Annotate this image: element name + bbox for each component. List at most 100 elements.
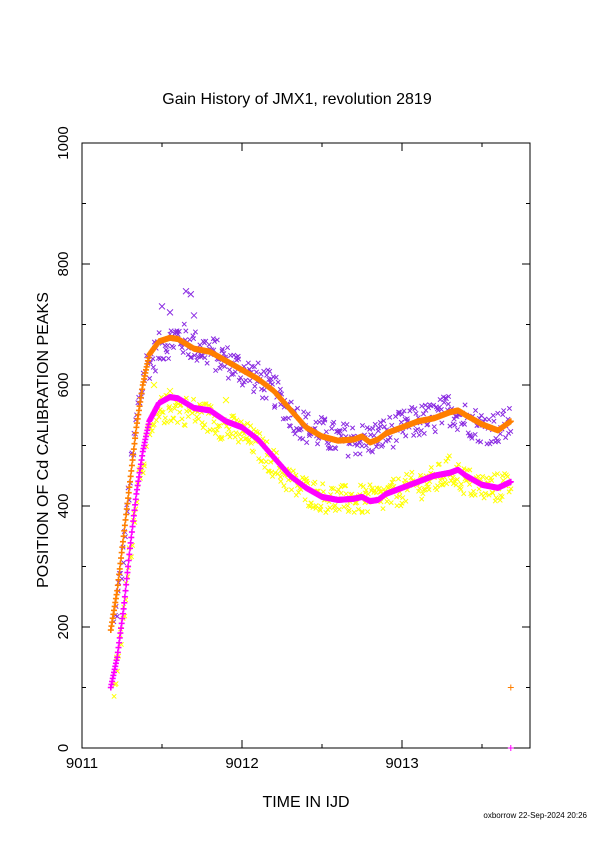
fit-point-3 [130, 518, 137, 525]
fit-point-3 [128, 534, 135, 541]
scatter-point-0 [222, 363, 228, 369]
scatter-point-1 [359, 510, 365, 516]
scatter-point-0 [243, 377, 249, 383]
scatter-point-0 [315, 441, 321, 447]
scatter-point-0 [439, 420, 445, 426]
y-axis-label: POSITION OF Cd CALIBRATION PEAKS [35, 292, 52, 588]
scatter-point-0 [181, 321, 187, 327]
scatter-point-0 [414, 426, 420, 432]
scatter-point-0 [255, 360, 261, 366]
scatter-point-0 [194, 357, 200, 363]
scatter-point-0 [364, 425, 370, 431]
scatter-point-1 [355, 506, 362, 513]
scatter-point-1 [478, 491, 485, 497]
scatter-point-1 [338, 490, 344, 496]
scatter-point-0 [214, 337, 220, 343]
fit-point-2 [127, 478, 133, 485]
scatter-point-0 [399, 411, 405, 417]
scatter-point-0 [488, 438, 494, 444]
scatter-point-0 [322, 416, 328, 422]
scatter-point-1 [268, 459, 274, 465]
scatter-point-0 [462, 402, 468, 408]
scatter-point-0 [219, 346, 226, 352]
scatter-point-0 [226, 367, 233, 373]
scatter-point-0 [285, 415, 292, 421]
fit-point-2 [130, 451, 137, 458]
scatter-point-0 [261, 368, 267, 374]
scatter-point-1 [470, 488, 477, 494]
scatter-point-0 [316, 419, 322, 425]
scatter-point-0 [253, 369, 260, 375]
scatter-point-1 [508, 486, 514, 492]
fit-point-3 [124, 569, 131, 576]
scatter-point-1 [310, 504, 316, 511]
scatter-point-0 [273, 374, 279, 380]
y-tick-label: 0 [55, 744, 72, 752]
scatter-point-0 [420, 411, 427, 417]
scatter-point-1 [269, 473, 276, 479]
scatter-point-1 [363, 487, 369, 493]
scatter-point-1 [491, 472, 497, 478]
scatter-point-1 [384, 498, 390, 504]
scatter-point-0 [219, 348, 225, 354]
scatter-point-1 [472, 492, 478, 498]
fit-point-3 [125, 563, 132, 570]
scatter-point-1 [438, 477, 444, 483]
fit-point-3 [123, 581, 130, 588]
scatter-point-1 [201, 401, 207, 407]
scatter-point-0 [437, 397, 443, 403]
fit-point-2 [121, 522, 128, 529]
scatter-point-1 [323, 509, 329, 515]
fit-point-2 [128, 462, 135, 469]
scatter-point-0 [359, 443, 365, 449]
scatter-point-0 [508, 428, 514, 435]
fit-point-2 [129, 457, 136, 464]
scatter-point-0 [371, 432, 377, 439]
scatter-point-0 [232, 369, 238, 375]
scatter-point-0 [206, 342, 212, 348]
scatter-point-1 [389, 479, 395, 485]
scatter-point-1 [445, 455, 451, 461]
scatter-point-0 [221, 351, 227, 357]
scatter-point-1 [360, 483, 366, 490]
scatter-point-0 [252, 383, 258, 389]
scatter-point-1 [390, 476, 396, 482]
scatter-point-0 [359, 423, 366, 429]
scatter-point-1 [388, 500, 394, 506]
fit-point-2 [125, 489, 132, 496]
scatter-point-0 [300, 436, 306, 442]
scatter-point-1 [330, 486, 336, 492]
scatter-point-0 [454, 427, 460, 433]
fit-point-2 [119, 538, 126, 545]
scatter-point-1 [493, 495, 499, 501]
scatter-point-0 [322, 417, 328, 423]
scatter-point-1 [394, 503, 400, 509]
x-tick-label: 9012 [225, 755, 258, 772]
x-tick-label: 9011 [66, 755, 98, 772]
scatter-point-0 [275, 379, 281, 385]
scatter-point-1 [192, 418, 198, 424]
fit-point-3 [125, 557, 132, 564]
outlier-point-0 [182, 287, 190, 295]
scatter-point-0 [501, 408, 507, 414]
y-tick-label: 1000 [55, 126, 72, 159]
scatter-point-0 [213, 367, 219, 374]
scatter-point-0 [304, 439, 310, 446]
scatter-point-0 [409, 404, 415, 410]
scatter-point-0 [369, 449, 375, 455]
fit-point-2 [116, 571, 123, 578]
fit-point-2 [121, 527, 128, 534]
scatter-point-1 [228, 430, 234, 437]
scatter-point-0 [176, 328, 182, 334]
scatter-point-1 [233, 430, 239, 436]
scatter-point-1 [259, 458, 265, 464]
scatter-point-1 [248, 440, 254, 446]
scatter-point-0 [261, 387, 267, 393]
scatter-point-1 [160, 409, 166, 415]
scatter-point-1 [273, 450, 279, 456]
scatter-point-0 [150, 364, 156, 370]
fit-point-3 [120, 605, 127, 612]
series-layer [107, 287, 514, 751]
fit-point-3 [129, 523, 136, 530]
y-tick-label: 400 [55, 493, 72, 518]
